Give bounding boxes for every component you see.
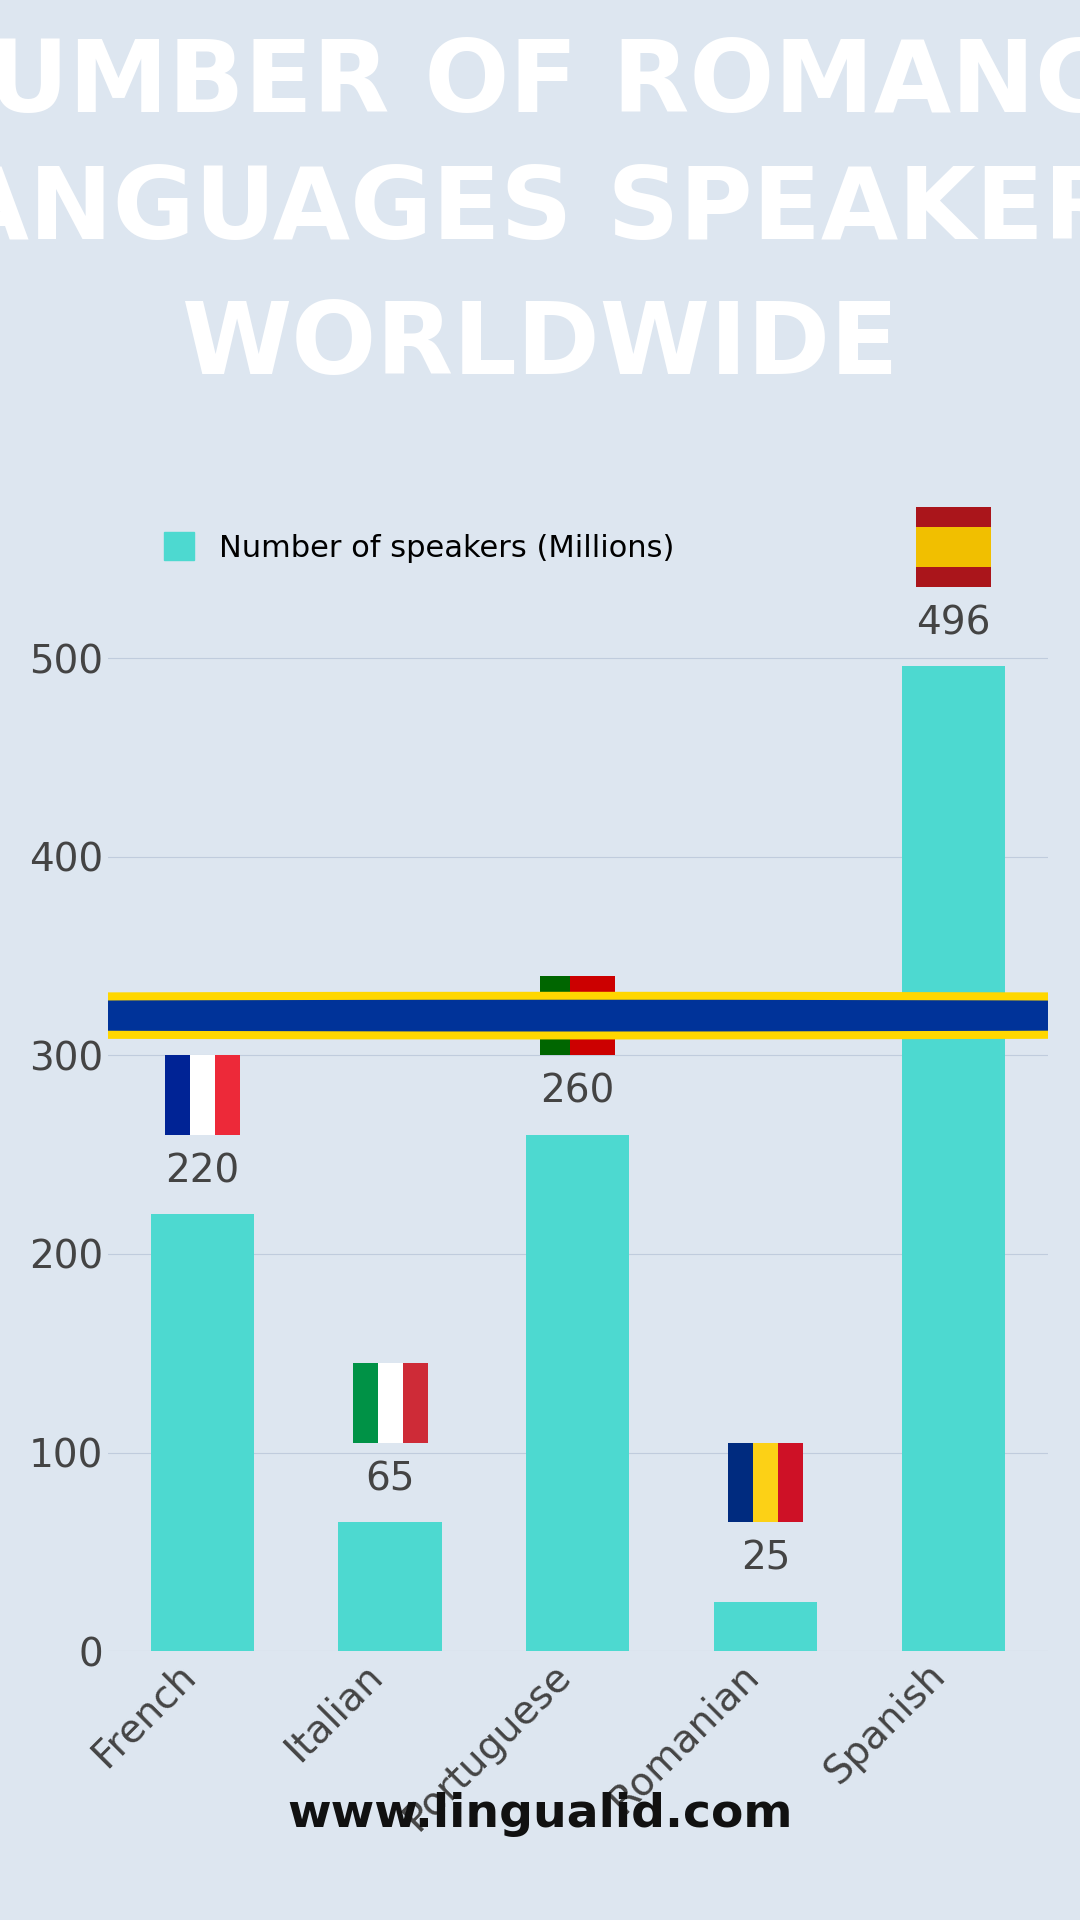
Bar	[190, 1056, 215, 1135]
Bar	[151, 1213, 254, 1651]
Text: 65: 65	[365, 1461, 415, 1498]
Bar	[570, 975, 616, 1056]
Bar	[916, 566, 990, 588]
Legend: Number of speakers (Millions): Number of speakers (Millions)	[151, 520, 686, 574]
Bar	[778, 1442, 804, 1523]
Text: 496: 496	[916, 605, 990, 641]
Bar	[403, 1363, 428, 1442]
Bar	[714, 1601, 818, 1651]
Bar	[728, 1442, 753, 1523]
Text: www.lingualid.com: www.lingualid.com	[287, 1791, 793, 1837]
Bar	[215, 1056, 240, 1135]
Bar	[526, 1135, 630, 1651]
Bar	[916, 526, 990, 566]
Circle shape	[0, 993, 1080, 1039]
Bar	[378, 1363, 403, 1442]
Bar	[902, 666, 1004, 1651]
Text: WORLDWIDE: WORLDWIDE	[181, 298, 899, 396]
Text: 220: 220	[165, 1152, 240, 1190]
Bar	[165, 1056, 190, 1135]
Bar	[753, 1442, 778, 1523]
Circle shape	[0, 1000, 1080, 1031]
Bar	[540, 975, 570, 1056]
Bar	[338, 1523, 442, 1651]
Text: 25: 25	[741, 1540, 791, 1578]
Bar	[352, 1363, 378, 1442]
Text: 260: 260	[541, 1073, 615, 1112]
Text: LANGUAGES SPEAKERS: LANGUAGES SPEAKERS	[0, 163, 1080, 259]
Bar	[916, 507, 990, 526]
Text: NUMBER OF ROMANCE: NUMBER OF ROMANCE	[0, 36, 1080, 132]
